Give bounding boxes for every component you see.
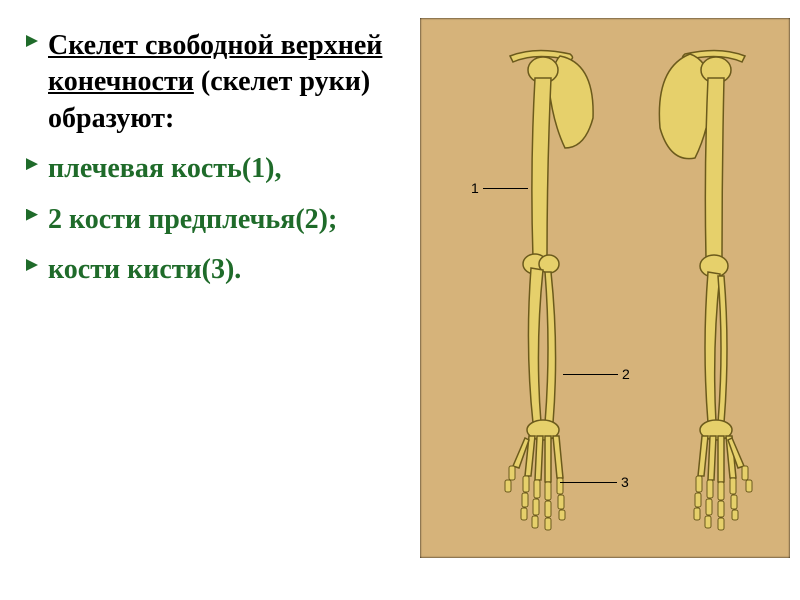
leader-line xyxy=(560,482,617,483)
text-column: Скелет свободной верхней конечности (ске… xyxy=(0,0,400,600)
item-text: кости кисти(3). xyxy=(48,252,388,288)
list-item: плечевая кость(1), xyxy=(20,151,388,187)
diagram-label-1: 1 xyxy=(471,180,479,196)
heading: Скелет свободной верхней конечности (ске… xyxy=(48,28,388,137)
diagram-column: 1 2 3 xyxy=(400,0,800,600)
heading-item: Скелет свободной верхней конечности (ске… xyxy=(20,28,388,137)
list-item: кости кисти(3). xyxy=(20,252,388,288)
item-text: 2 кости предплечья(2); xyxy=(48,202,388,238)
leader-line xyxy=(563,374,618,375)
diagram-frame: 1 2 3 xyxy=(420,18,790,558)
diagram-label-3: 3 xyxy=(621,474,629,490)
arm-left-illustration xyxy=(475,28,615,548)
item-text: плечевая кость(1), xyxy=(48,151,388,187)
arm-right-illustration xyxy=(630,28,780,548)
leader-line xyxy=(483,188,528,189)
list-item: 2 кости предплечья(2); xyxy=(20,202,388,238)
slide: Скелет свободной верхней конечности (ске… xyxy=(0,0,800,600)
bullet-list: Скелет свободной верхней конечности (ске… xyxy=(20,28,388,288)
diagram-label-2: 2 xyxy=(622,366,630,382)
